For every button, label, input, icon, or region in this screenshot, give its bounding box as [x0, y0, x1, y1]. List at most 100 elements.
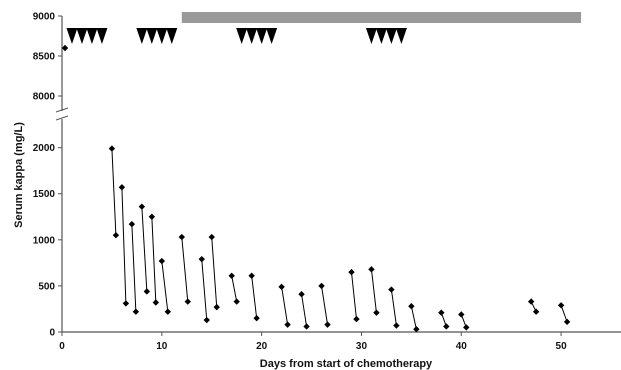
treatment-triangle [76, 28, 88, 44]
treatment-triangle [66, 28, 78, 44]
treatment-bars [181, 12, 582, 23]
data-point [248, 272, 255, 279]
x-tick-label: 20 [256, 341, 268, 352]
pair-line [211, 237, 218, 308]
treatment-triangle [256, 28, 268, 44]
treatment-triangles [66, 28, 407, 44]
data-point [108, 145, 116, 152]
y-tick-label: 8000 [33, 92, 56, 103]
data-point [132, 308, 140, 315]
pair-line [181, 237, 189, 302]
pair-line [201, 259, 208, 321]
pair-line [121, 187, 127, 304]
data-point [557, 302, 565, 309]
data-point [438, 309, 445, 316]
data-point [303, 323, 310, 330]
data-point [413, 326, 420, 333]
data-point [348, 268, 355, 276]
data-point [208, 233, 215, 241]
pair-line [321, 285, 329, 325]
y-tick-label: 2000 [33, 143, 56, 154]
x-tick-label: 10 [156, 341, 168, 352]
pair-line [161, 260, 169, 312]
treatment-triangle [166, 28, 178, 44]
x-tick-label: 0 [59, 341, 65, 352]
x-tick-label: 50 [556, 341, 568, 352]
data-point [353, 315, 360, 323]
data-point [184, 298, 191, 305]
pair-line [251, 275, 258, 319]
treatment-triangle [266, 28, 278, 44]
pair-line [390, 289, 397, 326]
data-point [388, 286, 395, 293]
data-point [152, 299, 160, 306]
data-point [563, 318, 571, 326]
pair-line [141, 206, 148, 292]
treatment-triangle [385, 28, 397, 44]
pair-line [231, 275, 238, 302]
series-lines [111, 148, 568, 330]
x-tick-label: 40 [456, 341, 468, 352]
treatment-triangle [96, 28, 108, 44]
data-point [458, 311, 465, 318]
data-point [233, 298, 240, 305]
treatment-triangle [246, 28, 258, 44]
pair-line [281, 286, 289, 325]
treatment-triangle [136, 28, 148, 44]
data-point [324, 321, 331, 328]
series-points [61, 44, 571, 333]
treatment-triangle [156, 28, 168, 44]
data-point [61, 44, 69, 52]
data-point [368, 266, 375, 273]
pair-line [350, 272, 357, 320]
pair-line [111, 148, 117, 236]
data-point [203, 316, 210, 324]
data-point [393, 322, 400, 329]
y-axis-label: Serum kappa (mg/L) [13, 122, 25, 228]
treatment-triangle [375, 28, 387, 44]
data-point [143, 288, 151, 295]
y-tick-label: 1500 [33, 189, 56, 200]
pair-line [151, 216, 157, 303]
y-tick-label: 8500 [33, 52, 56, 63]
treatment-bar [181, 12, 582, 23]
data-point [198, 255, 205, 263]
data-point [408, 302, 415, 310]
data-point [443, 323, 450, 330]
data-point [373, 309, 380, 316]
data-point [213, 303, 220, 311]
data-point [284, 321, 291, 328]
treatment-triangle [236, 28, 248, 44]
axis-break-mark [55, 115, 69, 121]
data-point [527, 298, 535, 305]
x-axis-label: Days from start of chemotherapy [260, 358, 433, 370]
treatment-triangle [146, 28, 158, 44]
pair-line [410, 306, 417, 330]
x-tick-label: 30 [356, 341, 368, 352]
y-tick-label: 0 [49, 328, 55, 339]
data-point [463, 324, 470, 331]
treatment-triangle [365, 28, 377, 44]
y-tick-label: 9000 [33, 12, 56, 23]
axis-break-mark [55, 107, 69, 113]
y-tick-label: 1000 [33, 235, 56, 246]
data-point [128, 220, 136, 228]
data-point [532, 308, 540, 315]
data-point [138, 203, 146, 210]
axes [55, 15, 621, 336]
data-point [158, 257, 166, 265]
treatment-triangle [395, 28, 407, 44]
tick-labels: 0 500 1000 1500 2000 8000 8500 9000 0 10 20 30 40 50 [33, 12, 567, 353]
data-point [253, 314, 260, 322]
data-point [148, 213, 156, 220]
data-point [122, 300, 130, 307]
pair-line [560, 305, 568, 323]
pair-line [131, 224, 137, 312]
pair-line [301, 294, 308, 327]
data-point [228, 272, 235, 279]
y-tick-label: 500 [38, 281, 55, 292]
data-point [278, 283, 285, 291]
data-point [164, 308, 172, 315]
pair-line [370, 269, 377, 313]
